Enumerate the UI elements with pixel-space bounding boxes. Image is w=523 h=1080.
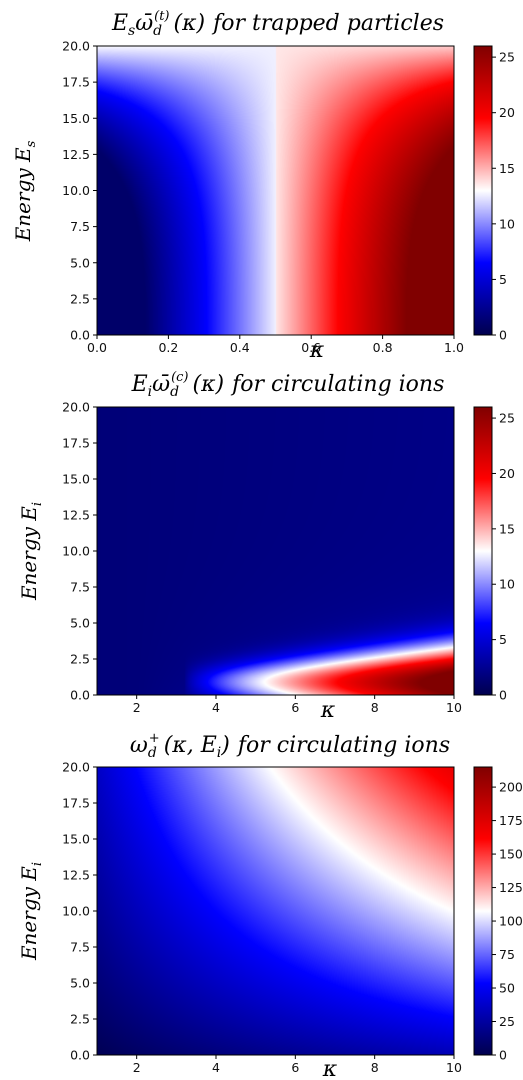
panel-1-colorbar-ticks: 0 5 10 15 20 25 [492,50,515,343]
y-tick-label: 0.0 [70,1048,90,1063]
y-tick-label: 20.0 [62,400,90,415]
x-tick-label: 10 [446,1060,462,1075]
panel-circulating-ions-2: ωd+ (κ, Ei) for circulating ions 2 4 6 8 10 0.0… [17,731,523,1080]
y-tick-label: 10.0 [62,544,90,559]
colorbar-tick-label: 20 [499,466,515,481]
y-tick-label: 0.0 [70,328,90,343]
y-tick-label: 5.0 [70,616,90,631]
x-tick-label: 0.4 [230,340,250,355]
colorbar-tick-label: 15 [499,161,515,176]
y-tick-label: 2.5 [70,291,90,306]
y-tick-label: 17.5 [62,796,90,811]
y-tick-label: 5.0 [70,255,90,270]
panel-3-colorbar [473,766,493,1056]
colorbar-tick-label: 0 [499,1048,507,1063]
x-tick-label: 0.8 [373,340,393,355]
colorbar-tick-label: 175 [499,813,523,828]
panel-3-title: ωd+ (κ, Ei) for circulating ions [130,731,450,761]
colorbar-tick-label: 125 [499,880,523,895]
y-tick-label: 20.0 [62,760,90,775]
panel-2-colorbar [473,406,493,696]
x-tick-label: 8 [371,1060,379,1075]
y-tick-label: 7.5 [70,940,90,955]
y-tick-label: 12.5 [62,147,90,162]
x-tick-label: 2 [133,700,141,715]
y-tick-label: 10.0 [62,183,90,198]
colorbar-tick-label: 100 [499,914,523,929]
panel-2-plot-area [97,407,454,695]
x-tick-label: 0.6 [301,340,321,355]
panel-2-heatmap [97,407,454,695]
panel-trapped-particles: Esω̄d(t) (κ) for trapped particles 0.0 0.2 0… [11,9,515,363]
panel-3-plot-area [97,767,454,1055]
x-tick-label: 6 [291,700,299,715]
x-tick-label: 4 [212,1060,220,1075]
colorbar-tick-label: 5 [499,632,507,647]
colorbar-tick-label: 150 [499,847,523,862]
y-tick-label: 20.0 [62,39,90,54]
colorbar-tick-label: 10 [499,216,515,231]
panel-2-ylabel: Energy Ei [17,502,45,601]
panel-3-xlabel: κ [322,1057,338,1080]
panel-1-colorbar [473,45,493,336]
panel-1-axes: 0.0 0.2 0.4 0.6 0.8 1.0 0.0 2.5 5.0 7.5 10.0 12.5 15… [62,39,464,356]
x-tick-label: 0.0 [87,340,107,355]
x-tick-label: 10 [446,700,462,715]
y-tick-label: 10.0 [62,904,90,919]
y-tick-label: 17.5 [62,436,90,451]
y-tick-label: 15.0 [62,111,90,126]
colorbar-tick-label: 10 [499,577,515,592]
colorbar-tick-label: 75 [499,947,515,962]
panel-2-title: Eiω̄d(c) (κ) for circulating ions [131,370,445,400]
x-tick-label: 6 [291,1060,299,1075]
colorbar-tick-label: 15 [499,521,515,536]
colorbar-tick-label: 0 [499,328,507,343]
panel-3-heatmap [97,767,454,1055]
x-tick-label: 4 [212,700,220,715]
colorbar-tick-label: 25 [499,411,515,426]
x-tick-label: 2 [133,1060,141,1075]
panel-2-xlabel: κ [320,698,336,723]
colorbar-tick-label: 200 [499,780,523,795]
y-tick-label: 0.0 [70,688,90,703]
y-tick-label: 7.5 [70,580,90,595]
panel-3-axes: 2 4 6 8 10 0.0 2.5 5.0 7.5 10.0 12.5 15.0 17.5 20.0 [62,760,462,1076]
y-tick-label: 12.5 [62,868,90,883]
y-tick-label: 12.5 [62,508,90,523]
colorbar-tick-label: 0 [499,688,507,703]
panel-1-xlabel: κ [309,338,325,363]
panel-1-title: Esω̄d(t) (κ) for trapped particles [111,9,444,39]
y-tick-label: 5.0 [70,976,90,991]
y-tick-label: 2.5 [70,1012,90,1027]
y-tick-label: 17.5 [62,75,90,90]
panel-1-plot-area [97,46,454,335]
x-tick-label: 0.2 [158,340,178,355]
x-tick-label: 8 [371,700,379,715]
y-tick-label: 2.5 [70,652,90,667]
panel-1-heatmap [97,46,454,335]
colorbar-tick-label: 5 [499,272,507,287]
panel-2-axes: 2 4 6 8 10 0.0 2.5 5.0 7.5 10.0 12.5 15.0 17.5 20.0 [62,400,462,716]
x-tick-label: 1.0 [444,340,464,355]
colorbar-tick-label: 25 [499,1014,515,1029]
panel-circulating-ions-1: Eiω̄d(c) (κ) for circulating ions 2 4 6 8 10 0.… [17,370,515,723]
colorbar-tick-label: 25 [499,50,515,65]
colorbar-tick-label: 20 [499,105,515,120]
panel-3-ylabel: Energy Ei [17,862,45,961]
panel-3-colorbar-ticks: 0 25 50 75 100 125 150 175 200 [492,780,523,1063]
panel-2-colorbar-ticks: 0 5 10 15 20 25 [492,411,515,703]
colorbar-tick-label: 50 [499,981,515,996]
panel-1-ylabel: Energy Es [11,140,39,242]
y-tick-label: 7.5 [70,219,90,234]
y-tick-label: 15.0 [62,472,90,487]
y-tick-label: 15.0 [62,832,90,847]
